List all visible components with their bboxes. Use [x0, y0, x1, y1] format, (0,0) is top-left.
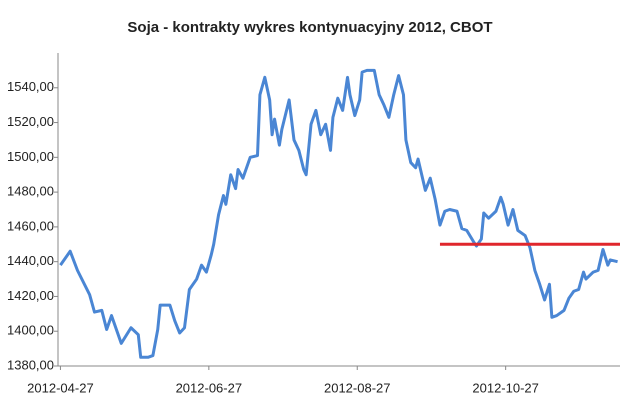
y-tick-label: 1500,00 — [7, 149, 54, 164]
y-tick-label: 1480,00 — [7, 184, 54, 199]
y-tick-label: 1420,00 — [7, 288, 54, 303]
y-tick-label: 1520,00 — [7, 114, 54, 129]
y-tick-label: 1380,00 — [7, 357, 54, 372]
y-tick-label: 1540,00 — [7, 79, 54, 94]
y-tick-label: 1440,00 — [7, 253, 54, 268]
chart-title: Soja - kontrakty wykres kontynuacyjny 20… — [127, 19, 492, 36]
y-tick-label: 1400,00 — [7, 323, 54, 338]
x-tick-label: 2012-06-27 — [176, 380, 243, 395]
x-tick-label: 2012-10-27 — [472, 380, 539, 395]
y-tick-label: 1460,00 — [7, 218, 54, 233]
x-tick-label: 2012-04-27 — [27, 380, 94, 395]
x-tick-label: 2012-08-27 — [324, 380, 391, 395]
line-series — [59, 68, 618, 359]
